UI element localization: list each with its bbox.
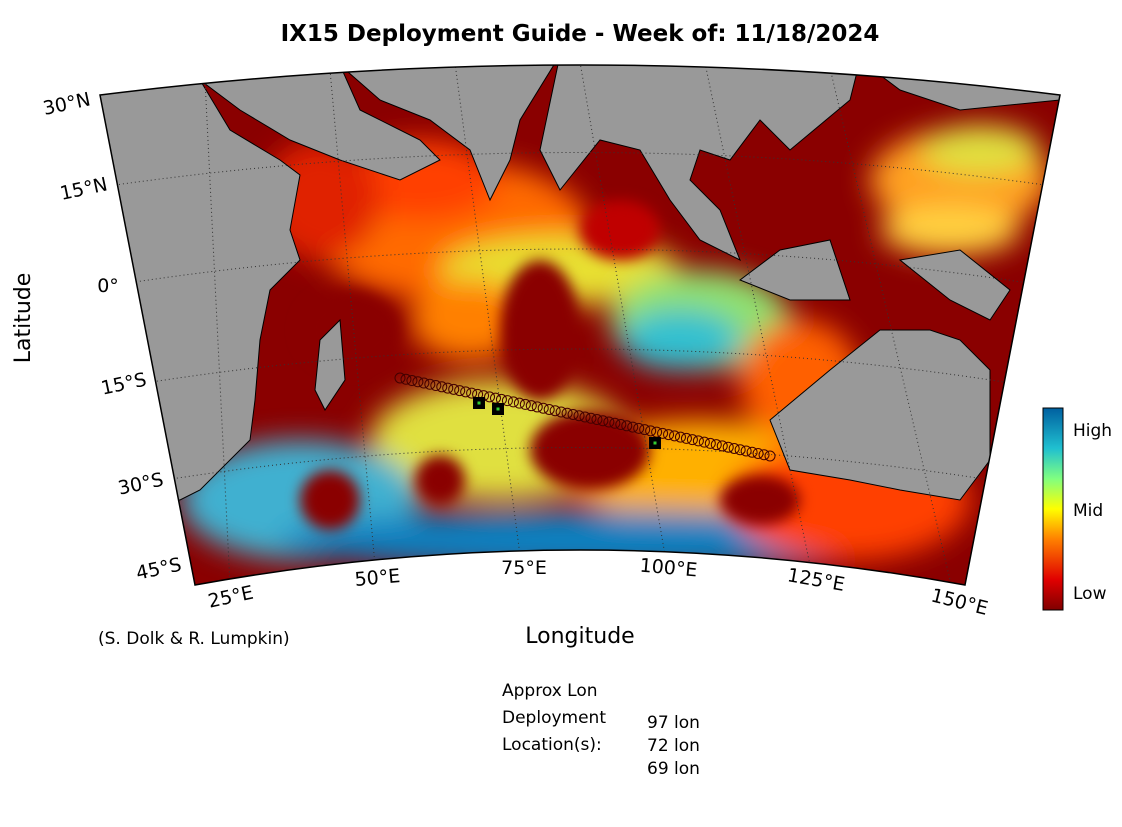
title: IX15 Deployment Guide - Week of: 11/18/2… [281, 21, 880, 47]
track-point [698, 436, 710, 448]
deployment-location: 72 lon [647, 736, 700, 756]
deployment-heading: Location(s): [502, 735, 602, 755]
track-point [448, 383, 460, 395]
track-point [734, 444, 746, 456]
track-point [400, 373, 412, 385]
track-point [424, 378, 436, 390]
track-point [394, 372, 406, 384]
track-point [645, 425, 657, 437]
track-point [430, 380, 442, 392]
track-point [758, 449, 770, 461]
lon-tick-label: 125°E [786, 564, 847, 596]
track-point [615, 419, 627, 431]
track-point [543, 403, 555, 415]
track-point [585, 412, 597, 424]
track-point [716, 440, 728, 452]
track-point [513, 397, 525, 409]
lat-tick-label: 0° [97, 275, 119, 297]
lon-tick-label: 25°E [206, 582, 255, 613]
colorbar-label: High [1073, 421, 1112, 441]
lon-tick-label: 75°E [501, 557, 547, 579]
track-point [627, 421, 639, 433]
track-point [680, 432, 692, 444]
track-point [406, 375, 418, 387]
lat-tick-label: 30°N [41, 88, 92, 119]
deployment-location: 97 lon [647, 713, 700, 733]
track-point [549, 405, 561, 417]
track-point [710, 439, 722, 451]
ship-track [394, 372, 776, 462]
track-point [746, 446, 758, 458]
deployment-location: 69 lon [647, 759, 700, 779]
track-point [704, 437, 716, 449]
track-point [412, 376, 424, 388]
track-point [639, 424, 651, 436]
y-axis-label: Latitude [11, 273, 36, 364]
track-point [740, 445, 752, 457]
track-point [531, 401, 543, 413]
deployment-heading: Deployment [502, 708, 606, 728]
track-point [728, 442, 740, 454]
track-point [573, 410, 585, 422]
track-point [555, 406, 567, 418]
lon-tick-label: 100°E [639, 555, 698, 582]
deployment-heading: Approx Lon [502, 681, 598, 701]
track-point [537, 402, 549, 414]
deployment-marker-center [477, 401, 481, 405]
track-point [591, 414, 603, 426]
track-point [418, 377, 430, 389]
track-point [692, 435, 704, 447]
track-point [454, 385, 466, 397]
track-point [674, 431, 686, 443]
map-frame [99, 64, 1061, 586]
lat-tick-label: 15°S [99, 369, 148, 400]
credit: (S. Dolk & R. Lumpkin) [98, 629, 290, 649]
deployment-marker-center [653, 441, 657, 445]
lon-tick-label: 50°E [354, 565, 401, 591]
track-point [609, 417, 621, 429]
colorbar-label: Mid [1073, 501, 1103, 521]
heat-lows [300, 200, 800, 530]
track-point [460, 386, 472, 398]
track-point [669, 430, 681, 442]
track-point [519, 398, 531, 410]
graticule [114, 65, 1046, 585]
track-point [752, 447, 764, 459]
colorbar-label: Low [1073, 584, 1107, 604]
x-axis-label: Longitude [525, 624, 634, 649]
deployment-marker-center [496, 407, 500, 411]
lat-tick-label: 45°S [134, 554, 183, 585]
track-point [561, 407, 573, 419]
lon-tick-label: 150°E [929, 585, 990, 620]
track-point [579, 411, 591, 423]
lat-tick-label: 15°N [58, 173, 109, 204]
track-point [436, 381, 448, 393]
track-point [686, 434, 698, 446]
colorbar [1042, 407, 1064, 611]
track-point [507, 396, 519, 408]
track-point [442, 382, 454, 394]
track-point [663, 429, 675, 441]
track-point [484, 391, 496, 403]
lat-tick-label: 30°S [116, 469, 165, 500]
track-point [633, 422, 645, 434]
track-point [466, 387, 478, 399]
track-point [567, 408, 579, 420]
track-point [501, 395, 513, 407]
track-point [657, 427, 669, 439]
track-point [621, 420, 633, 432]
map [100, 65, 1060, 585]
track-point [764, 450, 776, 462]
track-point [597, 415, 609, 427]
track-point [722, 441, 734, 453]
track-point [603, 416, 615, 428]
track-point [525, 400, 537, 412]
